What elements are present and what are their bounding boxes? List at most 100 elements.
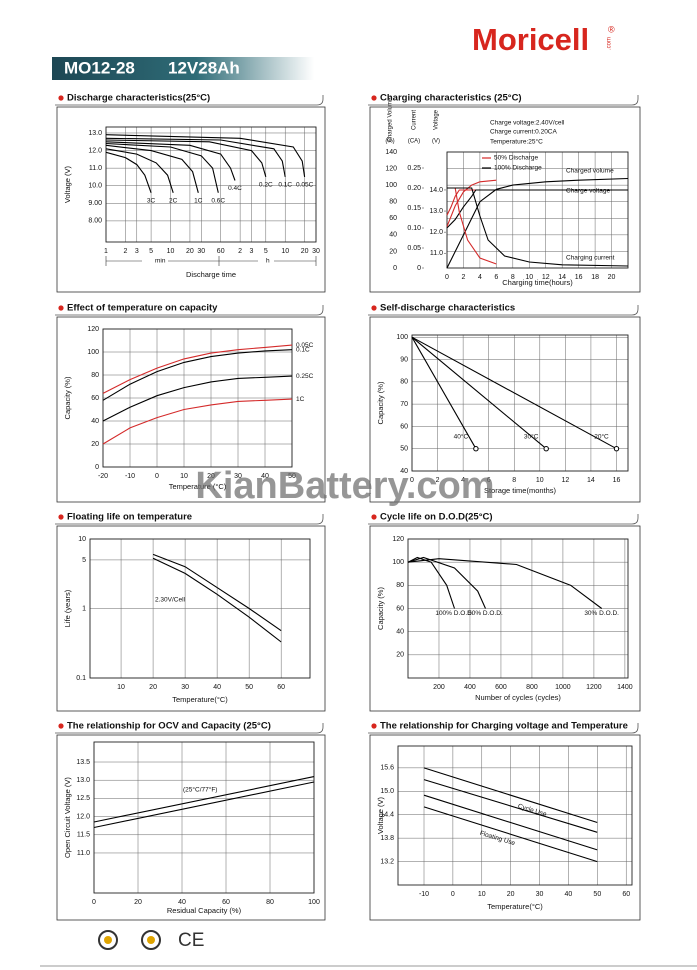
curve xyxy=(102,344,293,394)
x-axis-title: Temperature (°C) xyxy=(169,482,227,491)
section-title: Charging characteristics (25°C) xyxy=(380,93,522,104)
y-tick-label: 100 xyxy=(396,334,408,341)
legend-label: 50% Discharge xyxy=(494,155,538,162)
curve xyxy=(105,137,286,177)
curve xyxy=(102,375,293,422)
curve-label: 0.05C xyxy=(296,342,314,349)
x-tick-label: 20 xyxy=(301,248,309,255)
curve-label: 0.05C xyxy=(296,182,314,189)
x-tick-label: 20 xyxy=(149,684,157,691)
x-tick-label: 20 xyxy=(507,891,515,898)
curve-label: 0.1C xyxy=(278,182,292,189)
cert-icon xyxy=(104,936,112,944)
x-tick-label: 20 xyxy=(608,274,616,281)
model: MO12-28 xyxy=(64,58,135,77)
y-tick-label: 0.20 xyxy=(407,185,421,192)
y-tick-label: 14.0 xyxy=(429,187,443,194)
y-tick-label: 10.0 xyxy=(88,183,102,190)
x-tick-label: 30 xyxy=(536,891,544,898)
plot-area xyxy=(446,151,629,269)
curve-label: 50% D.O.D. xyxy=(468,610,503,617)
heading-bullet xyxy=(58,514,64,520)
y-tick-label: 12.5 xyxy=(76,795,90,802)
y-tick-label: 0.05 xyxy=(407,245,421,252)
heading-rule xyxy=(55,95,324,106)
y-tick-label: 11.0 xyxy=(77,850,90,857)
x-tick-label: 10 xyxy=(167,248,175,255)
heading-rule xyxy=(368,305,639,316)
y-tick-label: 15.0 xyxy=(380,788,394,795)
chart-frame xyxy=(56,525,326,712)
x-tick-label: 60 xyxy=(217,248,225,255)
annotation: Charging current xyxy=(566,255,615,262)
y-axis-title: Voltage (V) xyxy=(63,165,72,203)
y-tick-label: 11.5 xyxy=(77,832,90,839)
y-tick-label: 15.6 xyxy=(380,765,394,772)
x-axis-title: Temperature(°C) xyxy=(487,902,543,911)
annotation: Charge voltage:2.40V/cell xyxy=(490,120,565,127)
x-tick-label: 50 xyxy=(288,473,296,480)
axis-title: Voltage xyxy=(434,109,440,130)
y-tick-label: 20 xyxy=(91,441,99,448)
cert-icons xyxy=(98,930,161,950)
y-tick-label: 0 xyxy=(393,265,397,272)
y-tick-label: 5 xyxy=(82,557,86,564)
annotation: Charged volume xyxy=(566,168,614,175)
y-tick-label: 120 xyxy=(385,165,397,172)
y-tick-label: 140 xyxy=(385,149,397,156)
curve xyxy=(105,151,152,193)
heading-rule xyxy=(55,305,324,316)
axis-unit: (V) xyxy=(432,139,440,145)
curve-label: 0.6C xyxy=(211,197,225,204)
spec: 12V28Ah xyxy=(168,58,240,77)
curve xyxy=(423,779,598,833)
x-tick-label: 600 xyxy=(495,684,507,691)
cert-icon xyxy=(147,936,155,944)
curve-label: 2C xyxy=(169,197,178,204)
y-tick-label: 90 xyxy=(400,356,408,363)
curve xyxy=(423,794,598,851)
curve-label: 0.25C xyxy=(296,373,314,380)
x-tick-label: 4 xyxy=(478,274,482,281)
chart-frame xyxy=(369,316,641,503)
y-tick-label: 60 xyxy=(389,215,397,222)
y-tick-label: 40 xyxy=(91,418,99,425)
curve xyxy=(105,134,306,177)
curve xyxy=(411,336,617,450)
x-tick-label: 10 xyxy=(536,477,544,484)
axis-unit: (CA) xyxy=(408,139,420,145)
curve xyxy=(447,187,629,267)
x-tick-label: 3 xyxy=(250,248,254,255)
x-tick-label: 2 xyxy=(238,248,242,255)
x-tick-label: 40 xyxy=(261,473,269,480)
y-axis-title: Capacity (%) xyxy=(63,376,72,419)
curve xyxy=(446,189,628,229)
y-tick-label: 60 xyxy=(91,395,99,402)
section-title: Discharge characteristics(25°C) xyxy=(67,93,210,104)
plot-area xyxy=(407,538,629,679)
curve-label: 30% D.O.D. xyxy=(584,610,619,617)
x-tick-label: 3 xyxy=(135,248,139,255)
end-marker xyxy=(543,446,549,452)
y-tick-label: 0.1 xyxy=(76,675,86,682)
chart-frame xyxy=(369,106,641,293)
plot-area xyxy=(397,745,633,886)
x-tick-label: -10 xyxy=(125,473,135,480)
curve-label: 20°C xyxy=(594,432,609,440)
legend-label: 100% Discharge xyxy=(494,165,542,172)
curve xyxy=(152,557,282,643)
registered: ® xyxy=(608,24,615,34)
curve xyxy=(152,553,282,632)
curve-label: 1C xyxy=(194,197,203,204)
curve xyxy=(93,776,315,823)
x-tick-label: 14 xyxy=(558,274,566,281)
x-axis-title: Number of cycles (cycles) xyxy=(475,693,561,702)
x-tick-label: 1 xyxy=(104,248,108,255)
chart-frame xyxy=(56,106,326,293)
x-tick-label: 0 xyxy=(451,891,455,898)
heading-rule xyxy=(55,514,324,525)
curve-label: 40°C xyxy=(454,432,469,440)
x-tick-label: 4 xyxy=(461,477,465,484)
curve xyxy=(446,177,629,269)
